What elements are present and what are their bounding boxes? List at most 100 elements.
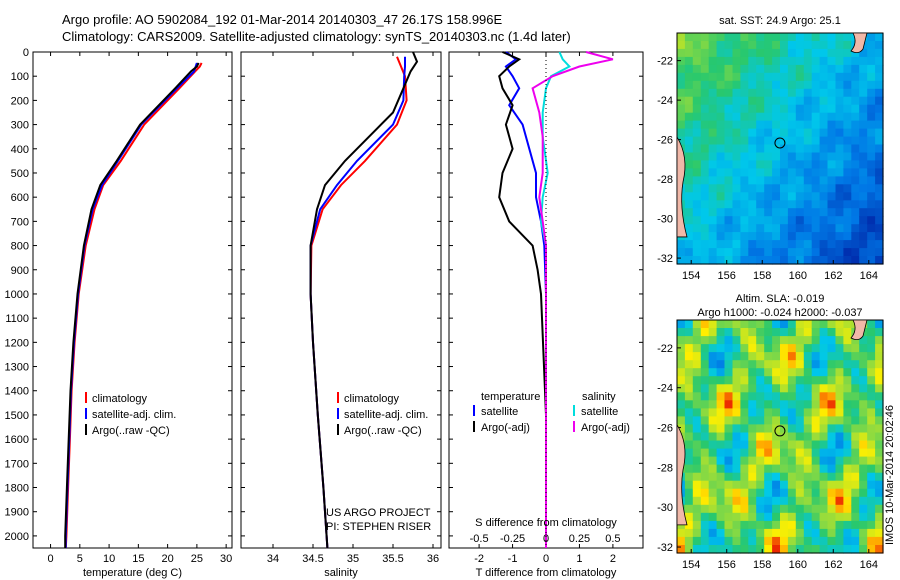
map-cell [716, 392, 726, 401]
panel-3-xtick-label: -2 [474, 553, 484, 565]
map-cell [851, 392, 860, 401]
map-cell [835, 160, 844, 169]
map-cell [835, 208, 844, 217]
map-cell [795, 232, 805, 241]
map-cell [677, 248, 686, 257]
map-cell [677, 376, 686, 385]
map-cell [843, 536, 852, 546]
map-cell [795, 200, 805, 209]
map-cell [827, 416, 836, 425]
map-cell [716, 336, 726, 345]
map-cell [803, 168, 813, 177]
map-cell [692, 33, 702, 42]
map-cell [772, 344, 781, 353]
map-cell [724, 432, 733, 442]
map-cell [716, 328, 726, 337]
map-cell [772, 368, 781, 377]
map-cell [795, 545, 805, 554]
map-cell [708, 256, 718, 265]
map-cell [795, 104, 805, 114]
map-cell [867, 128, 876, 138]
map-cell [748, 152, 757, 162]
map-cell [716, 168, 726, 177]
map-cell [867, 33, 876, 42]
map-cell [867, 64, 876, 74]
map-cell [875, 328, 884, 337]
map-cell [875, 200, 884, 209]
map-cell [843, 256, 852, 265]
map-cell [748, 344, 757, 353]
map-cell [875, 56, 884, 66]
map-cell [835, 104, 844, 114]
map-cell [780, 200, 789, 209]
map-cell [764, 400, 773, 409]
map-cell [843, 368, 852, 377]
map-lon-label: 156 [718, 270, 736, 282]
map-cell [708, 440, 718, 450]
map-cell [851, 440, 860, 450]
map-cell [772, 352, 781, 361]
map-cell [677, 256, 686, 265]
map-cell [795, 320, 805, 329]
map-cell [700, 536, 710, 546]
map-cell [692, 360, 702, 369]
map-cell [700, 392, 710, 401]
map-cell [867, 168, 876, 177]
project-credit: US ARGO PROJECT [326, 507, 431, 519]
map-cell [700, 104, 710, 114]
map-cell [716, 80, 726, 90]
map-cell [740, 200, 749, 209]
map-cell [772, 41, 781, 50]
map-cell [748, 208, 757, 217]
map-cell [803, 520, 813, 530]
map-cell [756, 248, 765, 257]
map-cell [819, 256, 829, 265]
map-cell [708, 80, 718, 90]
map-cell [811, 488, 821, 498]
map-lat-label: -26 [657, 423, 673, 435]
map-cell [740, 352, 749, 361]
map-cell [827, 120, 836, 130]
map-cell [756, 480, 765, 490]
map-lon-label: 162 [824, 270, 842, 282]
map-cell [827, 168, 836, 177]
map-cell [732, 320, 741, 329]
map-cell [772, 160, 781, 169]
map-cell [780, 168, 789, 177]
map-cell [740, 64, 749, 74]
map-cell [716, 200, 726, 209]
map-cell [875, 480, 884, 490]
map-cell [875, 256, 884, 265]
map-lat-label: -28 [657, 462, 673, 474]
map-cell [684, 448, 694, 458]
map-cell [692, 328, 702, 337]
map-cell [875, 144, 884, 154]
map-cell [819, 160, 829, 169]
map-cell [827, 88, 836, 98]
map-cell [819, 440, 829, 450]
depth-tick-label: 300 [11, 120, 29, 132]
map-cell [851, 424, 860, 433]
map-cell [724, 344, 733, 353]
map-cell [835, 336, 844, 345]
map-cell [716, 400, 726, 409]
map-lat-label: -24 [657, 95, 673, 107]
map-cell [819, 448, 829, 458]
legend-label: Argo(..raw -QC) [92, 425, 170, 437]
map-cell [716, 416, 726, 425]
map-cell [843, 432, 852, 442]
map-cell [835, 56, 844, 66]
map-cell [780, 408, 789, 417]
map-cell [780, 96, 789, 106]
map-cell [811, 504, 821, 514]
map-cell [764, 184, 773, 193]
map-cell [787, 545, 797, 554]
map-cell [740, 520, 749, 530]
map-cell [684, 232, 694, 241]
map-cell [859, 200, 868, 209]
map-cell [756, 128, 765, 138]
map-cell [875, 536, 884, 546]
map-cell [724, 376, 733, 385]
map-cell [827, 104, 836, 114]
